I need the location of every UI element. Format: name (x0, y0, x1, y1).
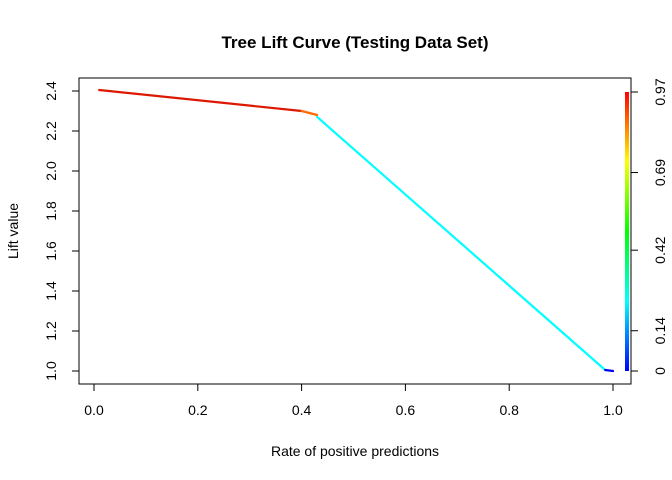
x-tick-label: 0.4 (292, 402, 312, 418)
x-tick-label: 1.0 (603, 402, 623, 418)
colorbar-gradient (625, 92, 629, 371)
y-tick-label: 1.2 (43, 321, 59, 341)
colorbar-tick-label: 0.97 (652, 78, 668, 105)
x-tick-label: 0.6 (396, 402, 416, 418)
y-axis: 1.0 1.2 1.4 1.6 1.8 2.0 2.2 2.4 (43, 81, 80, 381)
y-tick-label: 1.8 (43, 201, 59, 221)
colorbar-tick-label: 0.42 (652, 236, 668, 263)
x-tick-label: 0.2 (188, 402, 208, 418)
colorbar-tick-label: 0 (652, 367, 668, 375)
colorbar-tick-label: 0.14 (652, 317, 668, 344)
y-tick-label: 1.6 (43, 241, 59, 261)
lift-segment (98, 88, 303, 113)
y-tick-label: 2.0 (43, 161, 59, 181)
lift-segment (300, 109, 319, 117)
chart-title: Tree Lift Curve (Testing Data Set) (221, 33, 488, 52)
lift-segment (604, 368, 615, 373)
y-tick-label: 1.4 (43, 281, 59, 301)
lift-segment (316, 115, 607, 372)
x-tick-label: 0.0 (84, 402, 104, 418)
x-tick-label: 0.8 (499, 402, 519, 418)
y-tick-label: 2.4 (43, 81, 59, 101)
y-tick-label: 1.0 (43, 361, 59, 381)
colorbar: 0 0.14 0.42 0.69 0.97 (625, 78, 668, 375)
plot-frame (78, 77, 632, 385)
y-tick-label: 2.2 (43, 121, 59, 141)
x-axis-label: Rate of positive predictions (271, 443, 439, 459)
lift-series (98, 88, 615, 373)
colorbar-tick-label: 0.69 (652, 159, 668, 186)
y-axis-label: Lift value (5, 203, 21, 259)
x-axis: 0.0 0.2 0.4 0.6 0.8 1.0 (84, 383, 623, 418)
